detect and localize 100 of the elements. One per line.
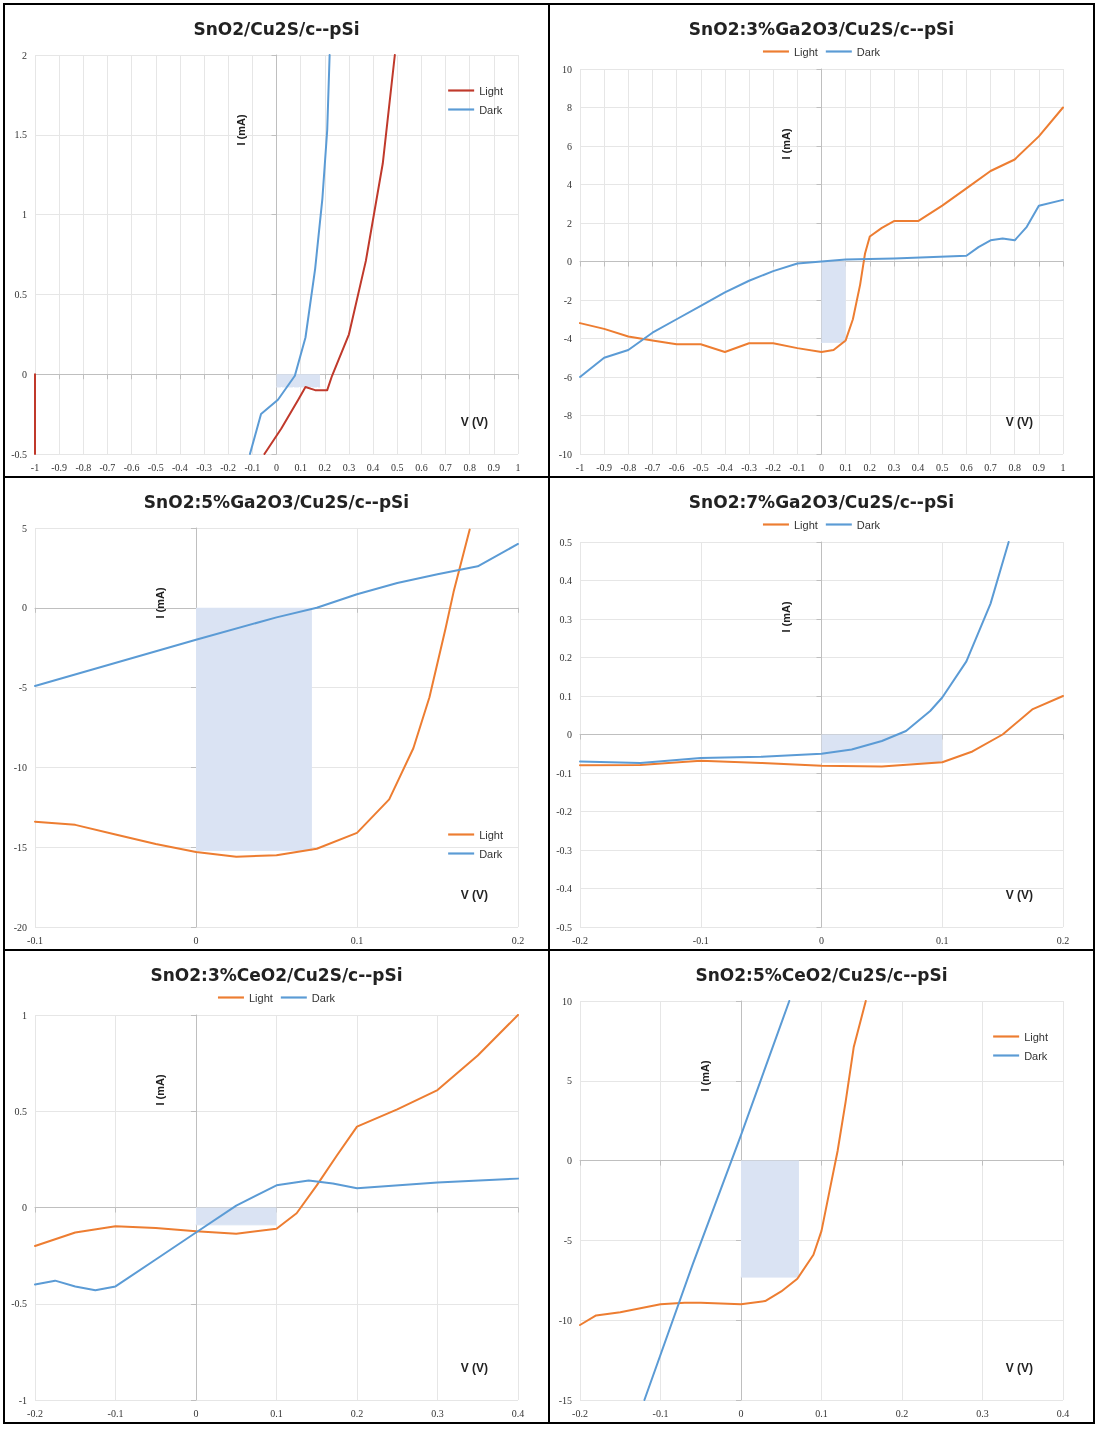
x-tick-label: 0 [274, 461, 279, 473]
x-tick-label: 0.3 [342, 461, 356, 473]
x-tick-label: -0.1 [107, 1407, 124, 1419]
legend-label: Dark [479, 103, 503, 116]
x-tick-label: 0 [193, 934, 199, 946]
x-tick-label: 0.2 [318, 461, 332, 473]
line-series [579, 541, 1010, 764]
chart-title: SnO2:5%CeO2/Cu2S/c--pSi [695, 964, 948, 985]
x-tick-label: 0.6 [960, 461, 973, 473]
legend-label: Dark [856, 518, 881, 531]
y-tick-label: -0.5 [11, 448, 27, 460]
y-tick-label: -0.3 [556, 844, 572, 856]
x-axis-title: V (V) [460, 1361, 489, 1375]
y-tick-label: 0.5 [559, 536, 572, 548]
x-tick-label: 0 [193, 1407, 199, 1419]
x-tick-label: 0.9 [1032, 461, 1046, 473]
y-axis-title: I (mA) [234, 114, 247, 146]
x-tick-label: -0.2 [220, 461, 237, 473]
legend-label: Dark [479, 847, 503, 860]
x-tick-label: 0.4 [511, 1407, 525, 1419]
legend-label: Light [248, 991, 273, 1004]
x-axis-title: V (V) [460, 888, 489, 902]
x-axis-title: V (V) [460, 415, 489, 429]
x-tick-label: 0.1 [815, 1407, 828, 1419]
y-tick-label: 1.5 [14, 129, 27, 141]
y-tick-label: 0.5 [14, 288, 27, 300]
y-tick-label: 5 [22, 522, 27, 534]
x-tick-label: 0.7 [439, 461, 452, 473]
x-tick-label: -0.4 [716, 461, 733, 473]
y-tick-label: -5 [563, 1234, 572, 1246]
x-tick-label: -1 [30, 461, 40, 473]
x-axis-title: V (V) [1005, 415, 1034, 429]
y-tick-label: 5 [567, 1075, 572, 1087]
y-tick-label: -6 [563, 371, 572, 383]
y-tick-label: -10 [13, 761, 27, 773]
legend-label: Light [479, 84, 504, 97]
line-series [643, 1000, 791, 1401]
y-axis-title: I (mA) [699, 1060, 711, 1092]
y-tick-label: -5 [18, 682, 27, 694]
y-tick-label: -0.5 [556, 921, 572, 933]
y-tick-label: 0.4 [559, 575, 572, 586]
y-tick-label: -15 [13, 841, 27, 853]
y-tick-label: 4 [567, 179, 572, 190]
x-tick-label: -0.3 [196, 461, 212, 473]
x-tick-label: 0.1 [350, 934, 364, 946]
y-tick-label: 0 [567, 1155, 572, 1167]
y-tick-label: -8 [563, 410, 572, 421]
x-tick-label: -0.7 [99, 461, 116, 473]
y-tick-label: -0.5 [11, 1298, 27, 1310]
line-series [579, 106, 1064, 353]
y-tick-label: 0 [567, 729, 572, 740]
x-tick-label: 0.1 [839, 461, 852, 473]
x-tick-label: -0.2 [765, 461, 782, 473]
x-tick-label: 0.2 [863, 461, 877, 473]
y-axis-title: I (mA) [154, 587, 166, 619]
x-tick-label: 0.3 [431, 1407, 444, 1419]
x-tick-label: 0 [738, 1407, 744, 1419]
legend-label: Dark [311, 991, 336, 1004]
line-series [579, 198, 1064, 378]
y-tick-label: -2 [563, 294, 572, 306]
chart-title: SnO2:5%Ga2O3/Cu2S/c--pSi [143, 491, 410, 512]
x-tick-label: 0.4 [366, 461, 380, 473]
y-tick-label: -0.4 [556, 883, 572, 894]
x-axis-title: V (V) [1005, 888, 1034, 902]
x-tick-label: 0.4 [911, 461, 925, 473]
x-tick-label: 0.3 [887, 461, 901, 473]
legend-label: Light [1024, 1030, 1049, 1043]
y-tick-label: 0.5 [14, 1105, 27, 1117]
x-tick-label: 0.4 [1056, 1407, 1070, 1419]
line-series [579, 1000, 867, 1326]
line-series [248, 54, 331, 455]
x-tick-label: -0.1 [652, 1407, 669, 1419]
y-tick-label: 0 [567, 256, 572, 267]
legend-label: Light [793, 45, 818, 58]
y-axis-title: I (mA) [779, 128, 792, 160]
x-tick-label: 0.2 [895, 1407, 909, 1419]
line-series [34, 1177, 519, 1292]
y-tick-label: 10 [562, 995, 572, 1007]
y-tick-label: 8 [567, 102, 572, 113]
x-axis-title: V (V) [1005, 1361, 1034, 1375]
legend-label: Dark [856, 45, 881, 58]
chart-title: SnO2:3%CeO2/Cu2S/c--pSi [150, 964, 403, 985]
x-tick-label: 1 [515, 461, 521, 473]
y-tick-label: 0 [22, 1202, 27, 1213]
y-tick-label: 0.2 [559, 652, 572, 663]
y-tick-label: 2 [22, 49, 27, 61]
x-tick-label: 0 [819, 934, 824, 946]
y-tick-label: 1 [22, 1009, 27, 1021]
y-tick-label: -10 [558, 1314, 572, 1326]
x-tick-label: -0.5 [147, 461, 164, 473]
y-tick-label: -20 [13, 921, 27, 933]
x-tick-label: 0.7 [984, 461, 997, 473]
y-tick-label: -15 [558, 1394, 572, 1406]
x-tick-label: -0.1 [789, 461, 806, 473]
legend-label: Dark [1024, 1049, 1048, 1062]
x-tick-label: 0 [819, 461, 824, 473]
y-tick-label: 6 [567, 140, 572, 152]
y-tick-label: 0.3 [559, 613, 572, 625]
x-tick-label: 0.3 [976, 1407, 989, 1419]
y-tick-label: 0 [22, 368, 27, 380]
